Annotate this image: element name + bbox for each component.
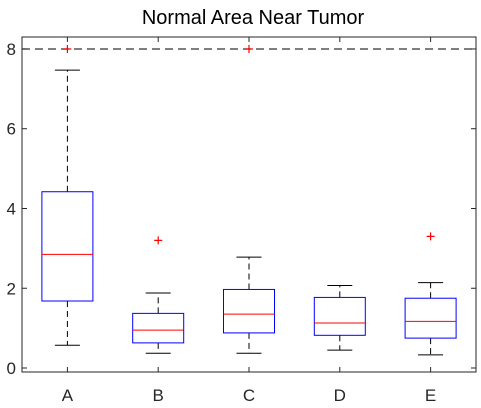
outlier-point: [63, 44, 72, 53]
iqr-box: [313, 296, 366, 336]
iqr-box: [223, 288, 275, 334]
chart-title: Normal Area Near Tumor: [142, 7, 365, 29]
iqr-box: [404, 297, 457, 339]
x-tick-label: B: [153, 386, 164, 405]
outlier-point: [245, 44, 253, 53]
y-tick-label: 2: [7, 279, 16, 298]
chart-marks: 0 2 4 6 8 A B C D E: [7, 37, 476, 405]
outlier-point: [154, 236, 163, 245]
outlier-point: [426, 232, 435, 241]
y-tick-label: 4: [7, 199, 16, 218]
y-tick-label: 8: [7, 40, 16, 59]
y-tick-label: 6: [7, 120, 16, 139]
x-tick-label: E: [425, 386, 436, 405]
x-tick-label: D: [334, 386, 346, 405]
plot-area: [21, 36, 477, 373]
iqr-box: [132, 312, 185, 344]
x-tick-label: C: [243, 386, 255, 405]
iqr-box: [41, 191, 94, 302]
x-tick-label: A: [62, 386, 74, 405]
y-tick-label: 0: [7, 359, 16, 378]
